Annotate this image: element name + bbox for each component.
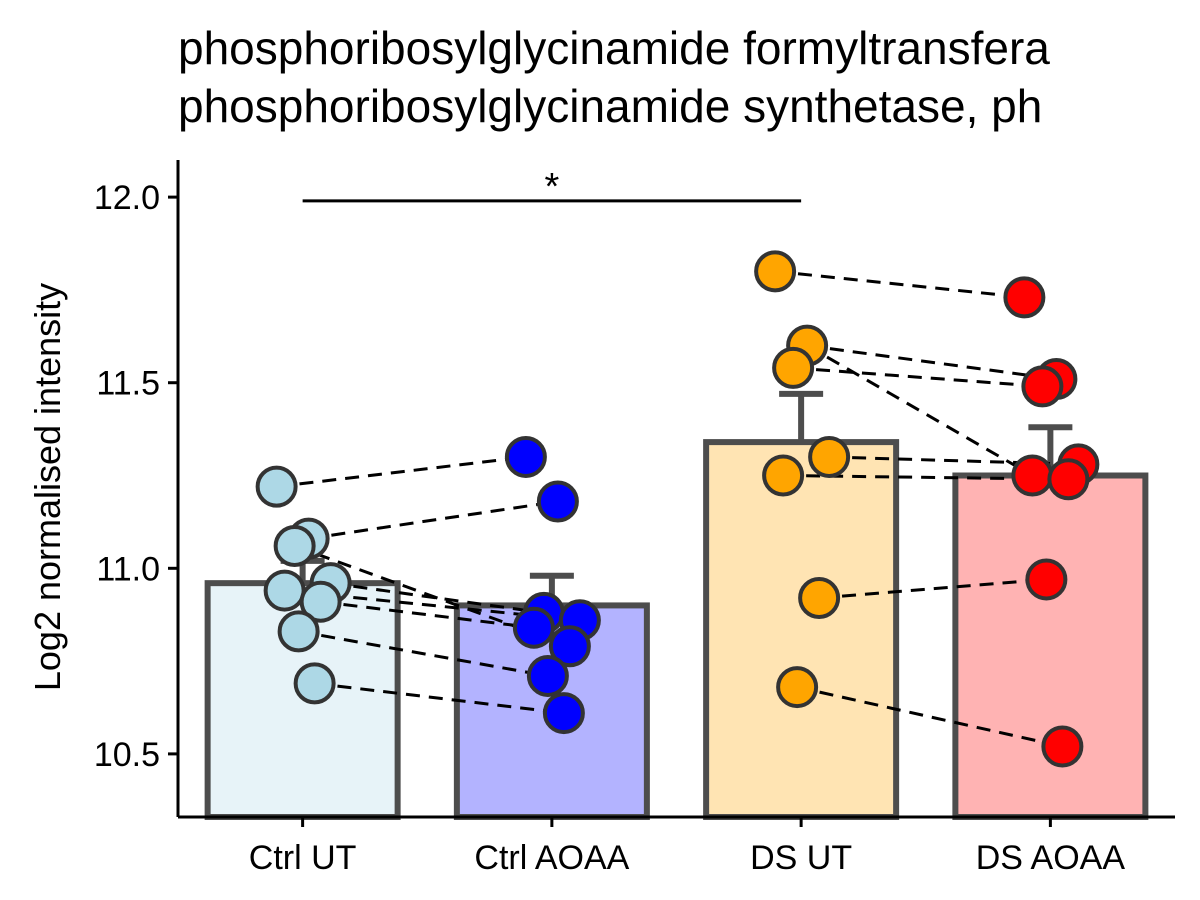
pair-line (806, 344, 1034, 477)
data-point (542, 692, 585, 735)
pair-line (320, 600, 535, 630)
chart-title-line-2: phosphoribosylglycinamide synthetase, ph (178, 80, 1042, 132)
bar (952, 472, 1149, 820)
pair-line (314, 681, 565, 715)
data-point (762, 454, 805, 497)
x-tick-label: DS AOAA (976, 839, 1126, 877)
pair-line (308, 500, 559, 541)
data-point (776, 666, 819, 709)
data-point (536, 480, 579, 523)
y-tick-label: 11.0 (96, 550, 160, 588)
pair-line (793, 366, 1043, 388)
data-point (1021, 365, 1064, 408)
data-point (1011, 454, 1054, 497)
x-tick-label: DS UT (750, 839, 852, 877)
pair-line (298, 629, 549, 678)
data-point (1003, 276, 1046, 319)
y-tick-label: 11.5 (96, 365, 160, 403)
data-point (1041, 725, 1084, 768)
chart-title-line-1: phosphoribosylglycinamide formyltransfer… (178, 22, 1050, 74)
data-point (512, 606, 555, 649)
data-point (293, 662, 336, 705)
data-point (299, 580, 342, 623)
data-point (273, 525, 316, 568)
plot-area: * 10.5 11.0 11.5 12.0 Ctrl UT Ctrl AOAA DS UT DS… (94, 160, 1175, 877)
x-tick-label: Ctrl UT (249, 839, 357, 877)
pair-line (819, 577, 1047, 600)
y-tick-label: 12.0 (94, 179, 160, 217)
y-axis-title: Log2 normalised intensity (27, 283, 68, 691)
data-point (808, 435, 851, 478)
data-point (277, 610, 320, 653)
pair-line (774, 269, 1025, 299)
data-point (255, 465, 298, 508)
data-point (1025, 558, 1068, 601)
significance-label: * (544, 166, 559, 208)
data-point (263, 569, 306, 612)
data-point (504, 435, 547, 478)
pair-line (330, 581, 545, 615)
x-tick-label: Ctrl AOAA (474, 839, 629, 877)
pair-line (806, 344, 1057, 381)
data-point (772, 346, 815, 389)
pair-line (276, 455, 527, 489)
bar (703, 439, 900, 820)
y-tick-label: 10.5 (94, 736, 160, 774)
data-point (1047, 458, 1090, 501)
data-point (548, 625, 591, 668)
data-point (526, 654, 569, 697)
data-point (754, 250, 797, 293)
data-point (798, 577, 841, 619)
